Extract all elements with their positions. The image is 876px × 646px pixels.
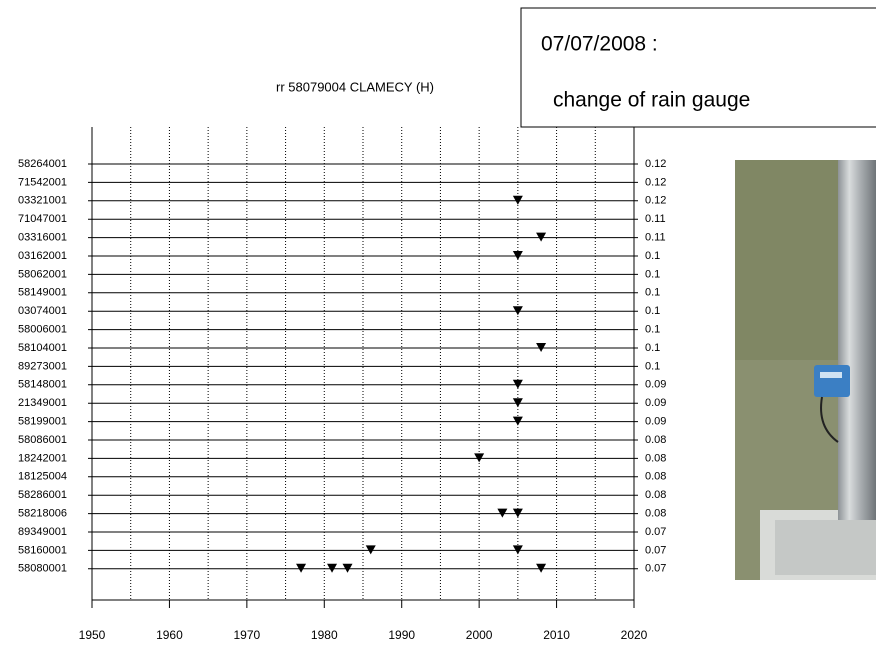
row-label: 58218006 bbox=[18, 508, 67, 520]
row-value: 0.07 bbox=[645, 563, 666, 575]
event-marker bbox=[536, 343, 547, 352]
row-label: 18125004 bbox=[18, 471, 67, 483]
row-label: 89273001 bbox=[18, 360, 67, 372]
event-marker bbox=[536, 232, 547, 242]
row-value: 0.08 bbox=[645, 471, 666, 483]
row-label: 58086001 bbox=[18, 434, 67, 446]
row-value: 0.11 bbox=[645, 232, 666, 244]
x-tick-label: 1980 bbox=[311, 628, 338, 642]
event-marker bbox=[512, 416, 523, 426]
chart-title: rr 58079004 CLAMECY (H) bbox=[276, 79, 434, 94]
row-label: 58286001 bbox=[18, 489, 67, 501]
annotation-box bbox=[520, 7, 876, 128]
event-marker bbox=[512, 379, 523, 389]
row-label: 03321001 bbox=[18, 195, 67, 207]
row-value: 0.12 bbox=[645, 195, 666, 207]
row-value: 0.07 bbox=[645, 526, 666, 538]
event-marker bbox=[512, 398, 523, 408]
row-label: 03162001 bbox=[18, 250, 67, 262]
x-tick-label: 2000 bbox=[466, 628, 493, 642]
row-label: 71542001 bbox=[18, 176, 67, 188]
row-label: 21349001 bbox=[18, 397, 67, 409]
event-marker bbox=[327, 563, 338, 573]
row-value: 0.08 bbox=[645, 508, 666, 520]
event-marker bbox=[512, 195, 523, 205]
event-marker bbox=[512, 251, 523, 260]
row-label: 03074001 bbox=[18, 305, 67, 317]
row-value: 0.08 bbox=[645, 452, 666, 464]
row-value: 0.09 bbox=[645, 397, 666, 409]
row-label: 58199001 bbox=[18, 416, 67, 428]
row-label: 58160001 bbox=[18, 544, 67, 556]
row-value: 0.1 bbox=[645, 287, 660, 299]
row-value: 0.1 bbox=[645, 360, 660, 372]
photo bbox=[735, 160, 876, 580]
annotation: 07/07/2008 : bbox=[541, 33, 658, 56]
row-value: 0.08 bbox=[645, 434, 666, 446]
row-label: 71047001 bbox=[18, 213, 67, 225]
row-value: 0.1 bbox=[645, 268, 660, 280]
row-label: 58104001 bbox=[18, 342, 67, 354]
x-tick-label: 1970 bbox=[234, 628, 261, 642]
x-tick-label: 2010 bbox=[543, 628, 570, 642]
event-marker bbox=[497, 508, 508, 518]
annotation: change of rain gauge bbox=[553, 89, 750, 112]
row-label: 58062001 bbox=[18, 268, 67, 280]
row-value: 0.1 bbox=[645, 342, 660, 354]
event-marker bbox=[512, 545, 523, 555]
event-marker bbox=[474, 453, 485, 463]
x-tick-label: 1950 bbox=[79, 628, 106, 642]
row-value: 0.11 bbox=[645, 213, 666, 225]
row-label: 58149001 bbox=[18, 287, 67, 299]
event-marker bbox=[536, 563, 547, 573]
row-value: 0.1 bbox=[645, 305, 660, 317]
row-value: 0.08 bbox=[645, 489, 666, 501]
row-value: 0.1 bbox=[645, 250, 660, 262]
row-label: 18242001 bbox=[18, 452, 67, 464]
row-value: 0.09 bbox=[645, 379, 666, 391]
x-tick-label: 1960 bbox=[156, 628, 183, 642]
row-value: 0.1 bbox=[645, 324, 660, 336]
event-marker bbox=[342, 563, 353, 573]
row-label: 58006001 bbox=[18, 324, 67, 336]
row-label: 58080001 bbox=[18, 563, 67, 575]
row-value: 0.12 bbox=[645, 176, 666, 188]
row-label: 03316001 bbox=[18, 232, 67, 244]
event-marker bbox=[296, 563, 307, 573]
row-label: 58148001 bbox=[18, 379, 67, 391]
event-marker bbox=[512, 306, 523, 316]
event-marker bbox=[365, 545, 376, 555]
x-tick-label: 1990 bbox=[388, 628, 415, 642]
row-value: 0.09 bbox=[645, 416, 666, 428]
row-label: 58264001 bbox=[18, 158, 67, 170]
row-value: 0.07 bbox=[645, 544, 666, 556]
row-label: 89349001 bbox=[18, 526, 67, 538]
event-marker bbox=[512, 508, 523, 518]
row-value: 0.12 bbox=[645, 158, 666, 170]
x-tick-label: 2020 bbox=[621, 628, 648, 642]
